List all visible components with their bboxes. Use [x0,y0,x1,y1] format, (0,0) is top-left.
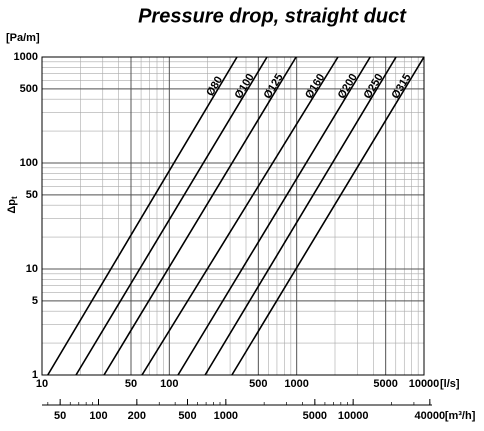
y-label: Δpt [6,196,19,214]
x2-tick-label: 50 [54,410,66,422]
x2-tick-label: 5000 [303,410,327,422]
plot-frame [41,56,425,376]
x-tick-label: 100 [160,378,178,390]
x2-tick-label: 500 [178,410,196,422]
duct-line [141,56,339,376]
x-tick-label: 5000 [373,378,397,390]
x2-tick-label: 10000 [338,410,369,422]
y-tick-label: 100 [20,157,38,169]
x2-tick-label: 1000 [214,410,238,422]
x2-tick-label: 200 [128,410,146,422]
x-tick-label: 50 [125,378,137,390]
duct-line [204,56,397,376]
y-tick-label: 1000 [14,51,38,63]
y-tick-label: 5 [32,295,38,307]
y-label-sub: t [10,196,19,199]
duct-line [103,56,297,376]
duct-line [231,56,425,376]
y-tick-label: 50 [26,189,38,201]
series-label: Ø250 [362,72,386,101]
y-label-main: Δp [6,199,18,214]
x-unit: [l/s] [440,378,460,390]
y-tick-label: 1 [32,369,38,381]
series-label: Ø315 [389,72,413,101]
y-tick-label: 500 [20,83,38,95]
duct-line [47,56,238,376]
y-tick-label: 10 [26,263,38,275]
series-label: Ø125 [262,72,286,101]
x-tick-label: 10000 [409,378,440,390]
series-label: Ø160 [303,72,327,101]
duct-line [75,56,268,376]
series-label: Ø200 [336,72,360,101]
x-tick-label: 500 [249,378,267,390]
x2-tick-label: 100 [89,410,107,422]
y-unit: [Pa/m] [6,32,40,44]
chart-title: Pressure drop, straight duct [138,5,407,27]
x2-unit: [m³/h] [445,410,476,422]
y-label-group: Δpt [6,196,19,214]
duct-line [177,56,371,376]
x2-tick-label: 40000 [415,410,446,422]
series-label: Ø100 [233,72,257,101]
x-tick-label: 1000 [284,378,308,390]
x-tick-label: 10 [36,378,48,390]
